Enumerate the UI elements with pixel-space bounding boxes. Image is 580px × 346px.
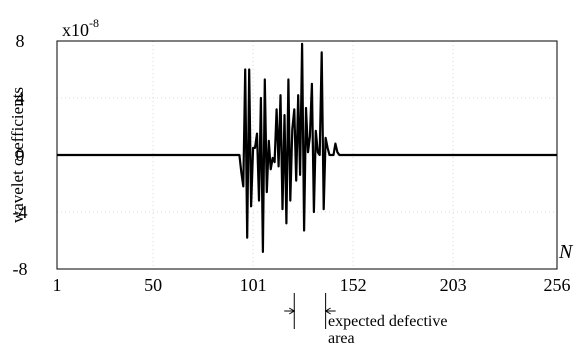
y-tick-label: 4 <box>16 88 25 108</box>
y-axis-label: wavelet coefficients <box>8 87 27 223</box>
y-multiplier-label: x10-8 <box>62 16 99 40</box>
annotation-arrow <box>284 307 336 315</box>
annotation: expected defective area <box>284 293 447 346</box>
x-tick-label: 256 <box>544 275 571 295</box>
x-tick-label: 152 <box>340 275 367 295</box>
series-line <box>57 42 557 253</box>
annotation-text-line1: expected defective <box>328 313 447 330</box>
annotation-text-line2: area <box>328 330 355 346</box>
tick-labels: 1 50 101 152 203 256 8 4 0 -4 -8 <box>13 31 571 295</box>
x-axis-label: N <box>558 241 574 263</box>
x-tick-label: 203 <box>440 275 467 295</box>
x-tick-label: 1 <box>53 275 62 295</box>
y-tick-label: -4 <box>13 202 28 222</box>
y-tick-label: -8 <box>13 259 28 279</box>
y-tick-label: 0 <box>16 145 25 165</box>
x-tick-label: 50 <box>144 275 162 295</box>
x-tick-label: 101 <box>240 275 267 295</box>
y-tick-label: 8 <box>16 31 25 51</box>
